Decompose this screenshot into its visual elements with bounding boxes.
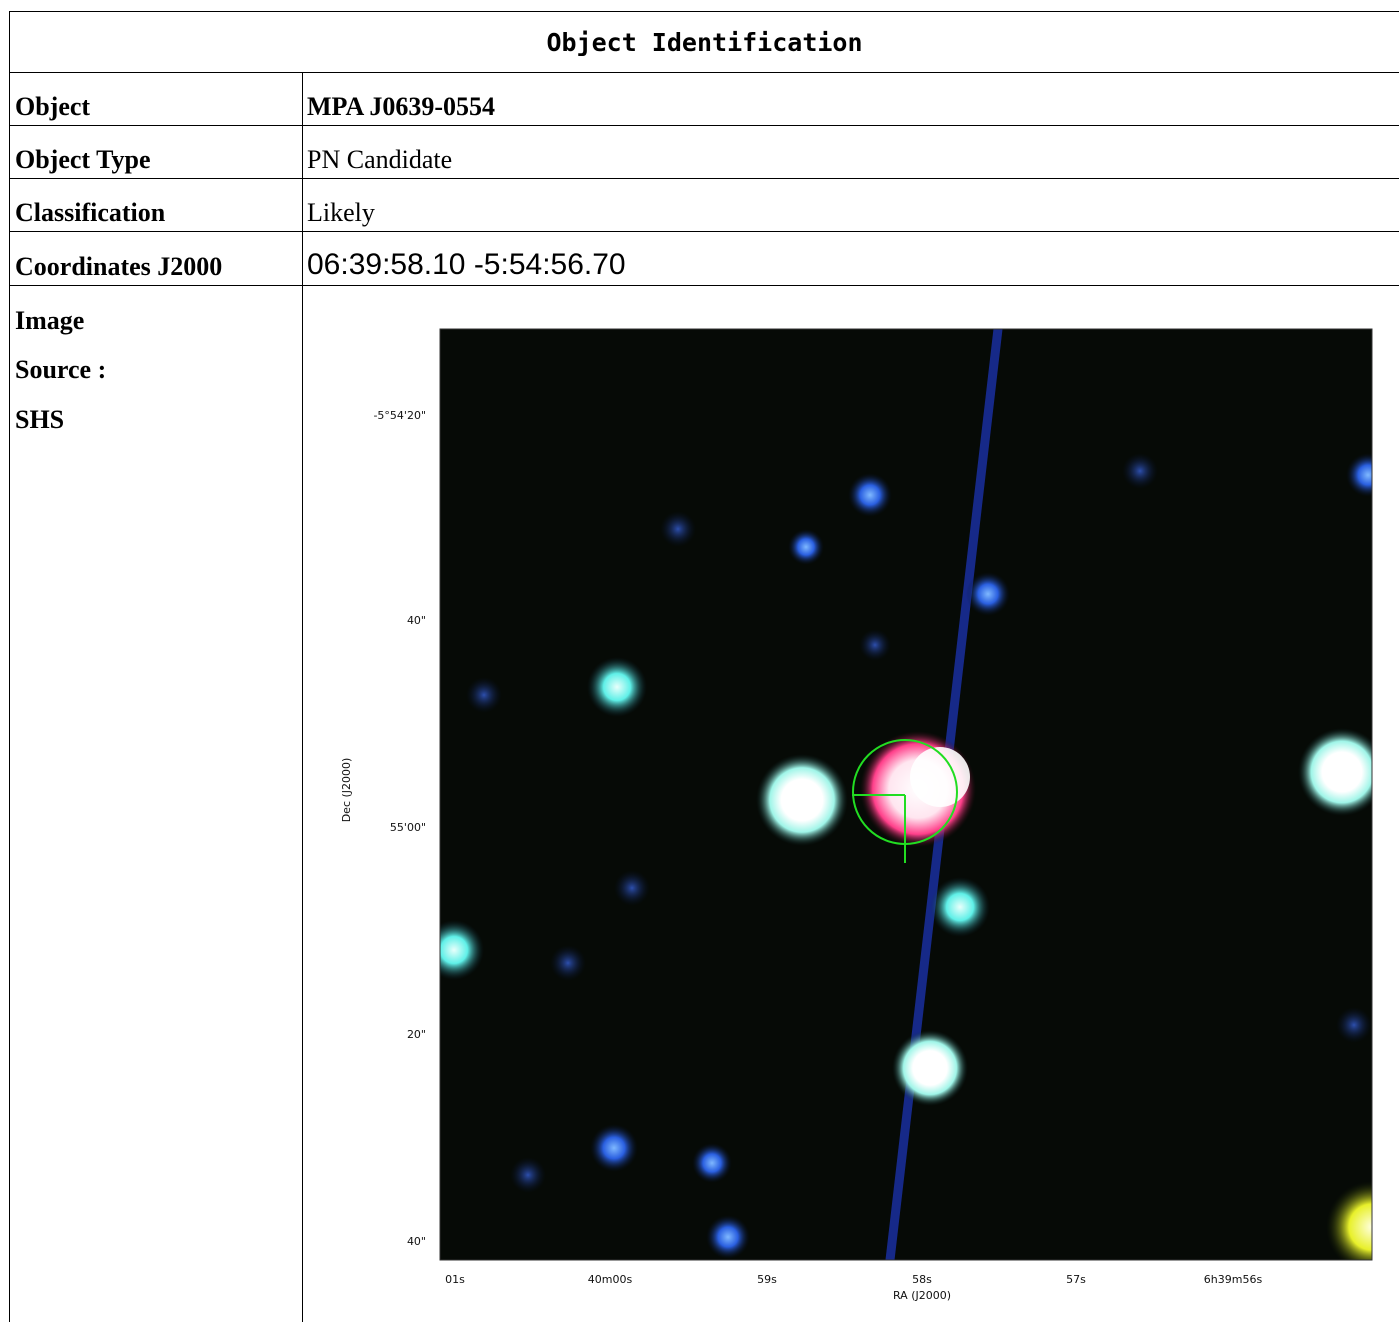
y-tick-label: -5°54'20" xyxy=(373,409,426,422)
label-classification: Classification xyxy=(15,198,166,227)
y-axis-label: Dec (J2000) xyxy=(340,758,353,823)
object-table: Object Identification Object MPA J0639-0… xyxy=(9,11,1399,1322)
x-tick-labels: 01s 40m00s 59s 58s 57s 6h39m56s xyxy=(445,1273,1262,1286)
value-object: MPA J0639-0554 xyxy=(307,92,495,121)
y-tick-labels: -5°54'20" 40" 55'00" 20" 40" xyxy=(373,409,426,1248)
x-tick-label: 40m00s xyxy=(588,1273,633,1286)
x-axis-label: RA (J2000) xyxy=(893,1289,951,1302)
row-divider xyxy=(10,125,1399,126)
sky-content xyxy=(440,329,1372,1260)
image-label-line1: Image xyxy=(15,306,85,335)
y-tick-label: 20" xyxy=(407,1028,426,1041)
x-tick-label: 57s xyxy=(1066,1273,1086,1286)
y-tick-label: 40" xyxy=(407,1235,426,1248)
value-classification: Likely xyxy=(307,198,375,227)
row-divider xyxy=(10,285,1399,286)
x-tick-label: 58s xyxy=(912,1273,932,1286)
image-label-line3: SHS xyxy=(15,405,65,434)
row-divider xyxy=(10,231,1399,232)
table-title: Object Identification xyxy=(546,27,863,57)
label-coordinates: Coordinates J2000 xyxy=(15,252,223,281)
x-tick-label: 01s xyxy=(445,1273,465,1286)
x-tick-label: 59s xyxy=(757,1273,777,1286)
y-tick-label: 55'00" xyxy=(390,821,426,834)
image-label-line2: Source : xyxy=(15,355,107,384)
y-tick-label: 40" xyxy=(407,614,426,627)
row-divider xyxy=(10,72,1399,73)
row-divider xyxy=(10,178,1399,179)
column-divider xyxy=(302,72,303,1322)
label-object-type: Object Type xyxy=(15,145,151,174)
value-coordinates: 06:39:58.10 -5:54:56.70 xyxy=(307,248,626,281)
value-object-type: PN Candidate xyxy=(307,145,453,174)
sky-image-figure: -5°54'20" 40" 55'00" 20" 40" 01s 40m00s … xyxy=(340,328,1373,1302)
x-tick-label: 6h39m56s xyxy=(1204,1273,1263,1286)
label-object: Object xyxy=(15,92,91,121)
